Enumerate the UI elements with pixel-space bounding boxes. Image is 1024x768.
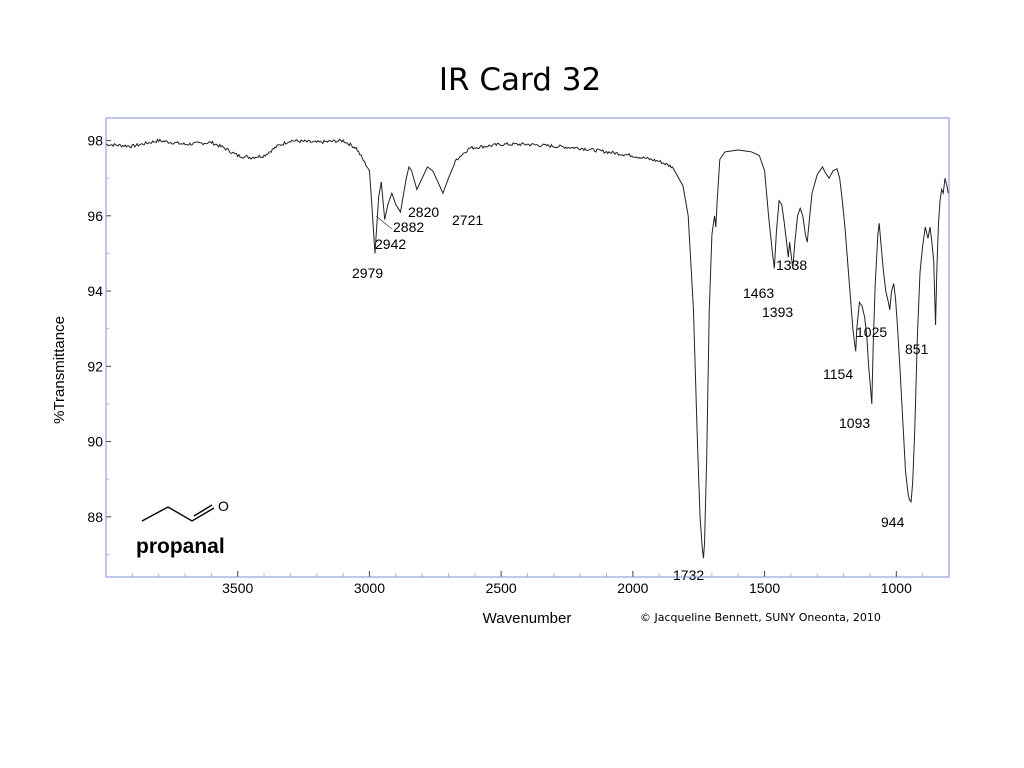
compound-name: propanal xyxy=(136,535,225,558)
y-tick-labels: 88 90 92 94 96 98 xyxy=(87,133,103,525)
y-tick-label: 98 xyxy=(87,133,103,149)
y-tick-label: 90 xyxy=(87,434,103,450)
oxygen-atom-label: O xyxy=(218,498,229,514)
x-tick-label: 2000 xyxy=(617,580,648,596)
peak-label: 1154 xyxy=(823,366,853,382)
y-tick-label: 88 xyxy=(87,509,103,525)
y-tick-label: 94 xyxy=(87,283,103,299)
plot-frame xyxy=(105,117,950,578)
peak-label: 1393 xyxy=(762,304,793,320)
peak-leader-line xyxy=(375,215,393,230)
peak-label: 2820 xyxy=(408,204,439,220)
axis-ticks xyxy=(106,140,950,577)
spectrum-trace xyxy=(105,138,949,559)
x-axis-title: Wavenumber xyxy=(483,610,572,627)
peak-label: 2721 xyxy=(452,212,483,228)
x-tick-label: 1500 xyxy=(749,580,780,596)
y-tick-label: 96 xyxy=(87,208,103,224)
peak-label: 851 xyxy=(905,341,929,357)
x-tick-label: 2500 xyxy=(486,580,517,596)
copyright-notice: © Jacqueline Bennett, SUNY Oneonta, 2010 xyxy=(640,611,881,624)
propanal-skeletal-structure-icon: O xyxy=(141,498,229,522)
peak-label: 944 xyxy=(881,514,905,530)
peak-label: 2882 xyxy=(393,219,424,235)
x-tick-label: 1000 xyxy=(881,580,912,596)
peak-label: 1338 xyxy=(776,257,807,273)
slide-title: IR Card 32 xyxy=(438,62,602,98)
peak-label: 1463 xyxy=(743,285,774,301)
peak-label: 2979 xyxy=(352,265,383,281)
peak-label: 2942 xyxy=(375,236,406,252)
peak-label: 1732 xyxy=(673,567,704,583)
x-tick-label: 3000 xyxy=(354,580,385,596)
x-tick-labels: 3500 3000 2500 2000 1500 1000 xyxy=(222,580,912,596)
y-axis-title: %Transmittance xyxy=(51,316,68,424)
peak-label: 1025 xyxy=(856,324,887,340)
peak-label: 1093 xyxy=(839,415,870,431)
y-tick-label: 92 xyxy=(87,358,103,374)
x-tick-label: 3500 xyxy=(222,580,253,596)
